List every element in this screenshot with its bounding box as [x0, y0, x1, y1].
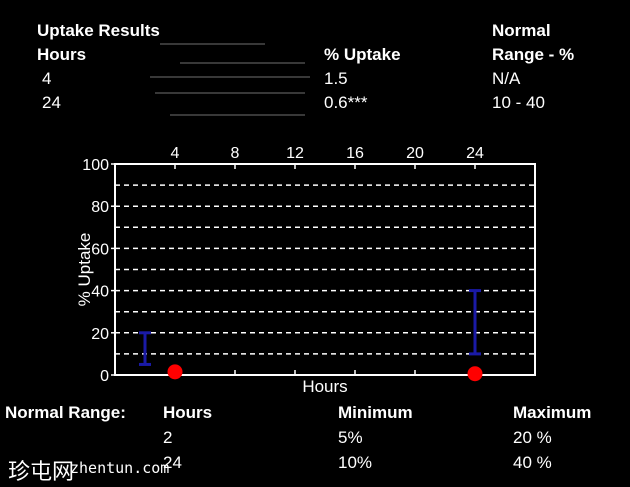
normal-range-row-1-hours: 2: [163, 428, 173, 447]
x-tick-label: 4: [171, 145, 180, 162]
y-tick-label: 100: [82, 157, 109, 174]
results-title: Uptake Results: [37, 21, 160, 40]
results-row-1-uptake: 1.5: [324, 69, 348, 88]
uptake-data-point: [167, 364, 183, 380]
uptake-data-point: [467, 366, 483, 382]
smudge-mark: [180, 62, 305, 64]
normal-range-label: Normal Range:: [5, 403, 126, 422]
results-row-1-range: N/A: [492, 69, 521, 88]
y-tick-label: 20: [91, 326, 109, 343]
x-tick-label: 8: [231, 145, 240, 162]
results-row-1-hours: 4: [42, 69, 52, 88]
x-tick-label: 12: [286, 145, 304, 162]
x-tick-label: 24: [466, 145, 484, 162]
y-tick-label: 60: [91, 241, 109, 258]
normal-range-row-2-max: 40 %: [513, 453, 552, 472]
x-axis-label: Hours: [302, 377, 347, 396]
results-normal-header-line1: Normal: [492, 21, 551, 40]
results-hours-header: Hours: [37, 45, 87, 64]
results-row-2-range: 10 - 40: [492, 93, 545, 112]
x-tick-label: 20: [406, 145, 424, 162]
smudge-mark: [160, 43, 265, 45]
normal-range-row-1-min: 5%: [338, 428, 363, 447]
y-axis-label: % Uptake: [75, 233, 94, 307]
normal-range-bar: [469, 289, 481, 356]
smudge-mark: [155, 92, 305, 94]
results-uptake-header: % Uptake: [324, 45, 401, 64]
normal-range-min-header: Minimum: [338, 403, 413, 422]
y-tick-label: 40: [91, 284, 109, 301]
watermark-chinese: 珍屯网: [8, 460, 75, 485]
normal-range-max-header: Maximum: [513, 403, 592, 422]
normal-range-row-2-hours: 24: [163, 453, 182, 472]
results-row-2-uptake: 0.6***: [324, 93, 368, 112]
results-row-2-hours: 24: [42, 93, 61, 112]
normal-range-row-2-min: 10%: [338, 453, 373, 472]
normal-range-bar: [139, 331, 151, 366]
watermark-site: zhentun.com: [70, 459, 170, 477]
plot-frame: [114, 163, 536, 376]
normal-range-row-1-max: 20 %: [513, 428, 552, 447]
normal-range-hours-header: Hours: [163, 403, 213, 422]
y-tick-label: 0: [100, 368, 109, 385]
y-tick-label: 80: [91, 199, 109, 216]
results-normal-header-line2: Range - %: [492, 45, 575, 64]
x-tick-label: 16: [346, 145, 364, 162]
smudge-mark: [150, 76, 310, 78]
smudge-mark: [170, 114, 305, 116]
